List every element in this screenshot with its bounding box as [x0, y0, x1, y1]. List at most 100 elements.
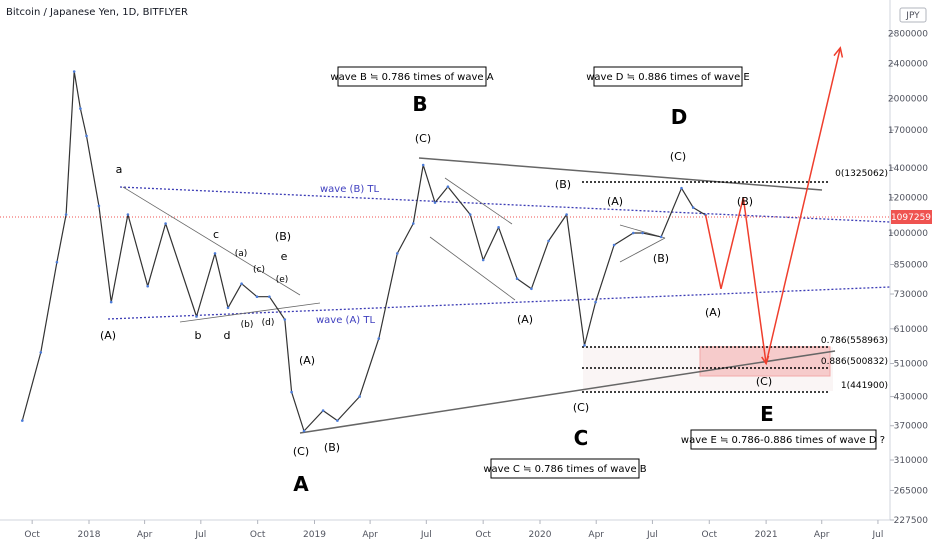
note-box-wave-d: [593, 66, 743, 87]
price-point: [446, 185, 450, 188]
wave-label-b: B: [412, 92, 427, 116]
price-point: [680, 186, 683, 190]
small-triangle-lower: [619, 237, 666, 263]
triangle-lower-edge: [179, 302, 321, 323]
note-box-wave-b: [337, 66, 487, 87]
fib-label-0786: 0.786(558963): [821, 336, 888, 346]
price-point: [530, 287, 533, 291]
last-price-tag: [891, 210, 932, 224]
wave-label-paren-e: (e): [276, 275, 289, 285]
channel-lower-edge: [429, 236, 516, 301]
note-text-wave-c: wave C ≒ 0.786 times of wave B: [483, 464, 646, 475]
price-point: [659, 235, 663, 239]
price-point: [255, 295, 259, 299]
price-point: [126, 213, 130, 216]
lower-grey-trendline: [299, 350, 836, 434]
price-point: [109, 300, 113, 304]
price-point: [468, 213, 472, 216]
currency-badge-label: JPY: [905, 11, 920, 21]
price-tick-label: 510000: [894, 360, 929, 370]
time-axis[interactable]: Oct 2018 Apr Jul Oct 2019 Apr Jul Oct 2020 Apr Jul O…: [24, 520, 883, 540]
wave-label-paren-B-1: (B): [275, 230, 291, 243]
time-tick-label: 2019: [303, 530, 326, 540]
price-point: [302, 429, 306, 433]
wave-label-a: A: [293, 472, 309, 496]
time-tick-label: Jul: [194, 530, 206, 540]
wave-label-paren-b: (b): [241, 320, 254, 330]
price-point: [64, 213, 68, 216]
price-point: [412, 222, 415, 225]
price-point: [79, 107, 82, 110]
time-tick-label: Oct: [475, 530, 491, 540]
last-price-value: 1097259: [891, 213, 931, 223]
channel-upper-edge: [444, 177, 513, 225]
price-point: [515, 277, 519, 281]
price-tick-label: 1700000: [888, 126, 928, 136]
price-point: [641, 231, 644, 235]
wave-label-d: D: [671, 105, 688, 129]
wave-a-trendline: [107, 286, 891, 320]
wave-label-paren-C-3: (C): [573, 401, 589, 414]
time-tick-label: Apr: [814, 530, 830, 540]
fib-label-1: 1(441900): [841, 381, 888, 391]
price-point: [290, 390, 293, 394]
time-tick-label: Oct: [24, 530, 40, 540]
wave-label-paren-A-1: (A): [100, 329, 116, 342]
minor-wave-labels: a b c d e (a) (b) (c) (d) (e) (A) (B) (A…: [100, 132, 772, 458]
wave-label-paren-B-5: (B): [737, 195, 753, 208]
wave-label-small-b: b: [195, 329, 202, 342]
price-axis[interactable]: 227500 265000 310000 370000 430000 510000 6100…: [888, 0, 928, 526]
wave-label-c: C: [574, 426, 589, 450]
wave-label-paren-B-4: (B): [653, 252, 669, 265]
price-point: [583, 344, 586, 347]
price-point: [612, 243, 616, 247]
triangle-upper-edge: [122, 186, 301, 296]
price-point: [213, 252, 217, 255]
note-box-wave-c: [490, 458, 640, 479]
price-tick-label: 310000: [894, 456, 929, 466]
note-text-wave-b: wave B ≒ 0.786 times of wave A: [330, 72, 493, 83]
price-point: [336, 419, 339, 422]
wave-label-paren-d: (d): [262, 318, 275, 328]
wave-label-small-c: c: [213, 228, 219, 241]
wave-label-paren-A-3: (A): [517, 313, 533, 326]
price-point: [497, 226, 500, 229]
price-point: [377, 337, 381, 340]
price-point: [39, 351, 43, 354]
price-point: [164, 222, 167, 225]
wave-label-paren-C-2: (C): [415, 132, 431, 145]
price-point: [85, 134, 88, 138]
price-point: [481, 258, 485, 262]
price-tick-label: 3400000: [888, 0, 928, 2]
time-tick-label: Jul: [420, 530, 432, 540]
price-tick-label: 2800000: [888, 29, 928, 39]
wave-label-paren-A-5: (A): [705, 306, 721, 319]
wave-label-paren-C-5: (C): [756, 375, 772, 388]
price-point: [240, 282, 243, 286]
price-point: [21, 419, 24, 422]
price-point: [421, 163, 425, 167]
time-tick-label: 2021: [755, 530, 778, 540]
time-tick-label: Oct: [701, 530, 717, 540]
currency-badge[interactable]: [899, 7, 927, 23]
price-tick-label: 730000: [894, 290, 929, 300]
price-point: [547, 239, 550, 243]
fib-label-0886: 0.886(500832): [821, 357, 888, 367]
wave-label-e: E: [760, 402, 774, 426]
price-tick-label: 2000000: [888, 95, 928, 105]
wave-label-paren-C-4: (C): [670, 150, 686, 163]
symbol-title: Bitcoin / Japanese Yen, 1D, BITFLYER: [6, 7, 188, 18]
price-point: [226, 306, 230, 310]
price-point: [358, 395, 361, 398]
price-point: [396, 252, 399, 255]
price-point: [594, 300, 597, 304]
wave-label-paren-B-3: (B): [555, 178, 571, 191]
time-tick-label: Apr: [137, 530, 153, 540]
price-line: [21, 70, 706, 432]
wave-label-paren-C-1: (C): [293, 445, 309, 458]
note-text-wave-d: wave D ≒ 0.886 times of wave E: [586, 72, 749, 83]
time-tick-label: Jul: [872, 530, 884, 540]
price-point: [691, 206, 695, 209]
